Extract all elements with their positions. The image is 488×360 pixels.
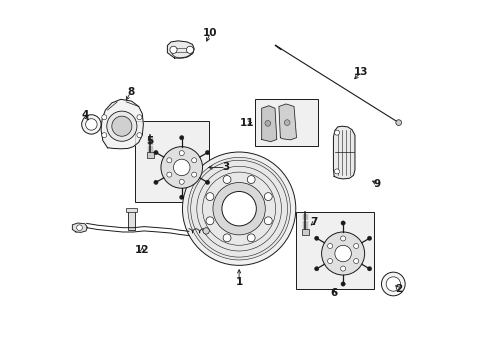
Circle shape: [314, 267, 318, 271]
Polygon shape: [261, 106, 276, 141]
Bar: [296, 212, 373, 289]
Circle shape: [340, 221, 345, 225]
Circle shape: [137, 115, 142, 120]
Circle shape: [205, 150, 209, 155]
Text: 10: 10: [203, 28, 217, 38]
Bar: [135, 121, 208, 202]
Circle shape: [386, 277, 400, 291]
Circle shape: [179, 150, 184, 156]
Bar: [126, 208, 137, 212]
Circle shape: [102, 132, 106, 138]
Circle shape: [77, 225, 82, 230]
Text: 5: 5: [146, 136, 154, 145]
Circle shape: [223, 176, 230, 184]
Circle shape: [353, 258, 358, 264]
Circle shape: [321, 232, 364, 275]
Circle shape: [81, 115, 101, 134]
Circle shape: [179, 195, 183, 199]
Circle shape: [381, 272, 405, 296]
Circle shape: [173, 159, 190, 176]
Circle shape: [340, 236, 345, 241]
Circle shape: [327, 243, 332, 248]
Circle shape: [205, 217, 213, 225]
Text: 1: 1: [235, 277, 242, 287]
Circle shape: [179, 179, 184, 184]
Circle shape: [85, 119, 97, 130]
Circle shape: [154, 180, 158, 184]
Bar: [146, 152, 153, 158]
Circle shape: [222, 192, 256, 226]
Circle shape: [264, 217, 272, 225]
Circle shape: [334, 245, 351, 262]
Circle shape: [353, 243, 358, 248]
Polygon shape: [333, 126, 354, 179]
Circle shape: [102, 115, 106, 120]
Circle shape: [179, 135, 183, 140]
Text: 4: 4: [81, 111, 88, 121]
Circle shape: [223, 234, 230, 242]
Circle shape: [366, 236, 371, 240]
Circle shape: [314, 236, 318, 240]
Circle shape: [191, 172, 196, 177]
Circle shape: [327, 258, 332, 264]
Circle shape: [106, 111, 137, 141]
Circle shape: [182, 152, 295, 265]
Circle shape: [205, 193, 213, 201]
Text: 12: 12: [135, 245, 149, 255]
Circle shape: [112, 116, 132, 136]
Circle shape: [166, 172, 171, 177]
Bar: [301, 229, 308, 235]
Circle shape: [334, 130, 339, 135]
Circle shape: [247, 234, 255, 242]
Circle shape: [205, 180, 209, 184]
Circle shape: [284, 120, 289, 126]
Text: 7: 7: [310, 217, 318, 227]
Circle shape: [366, 267, 371, 271]
Polygon shape: [72, 223, 87, 232]
Circle shape: [340, 282, 345, 286]
Circle shape: [137, 132, 142, 138]
Circle shape: [264, 193, 272, 201]
Text: 3: 3: [222, 162, 229, 172]
Circle shape: [212, 183, 265, 235]
Polygon shape: [101, 99, 143, 149]
Bar: [128, 211, 135, 230]
Circle shape: [247, 176, 255, 184]
Text: 11: 11: [240, 118, 254, 128]
Circle shape: [187, 157, 290, 260]
Circle shape: [395, 120, 401, 126]
Circle shape: [334, 169, 339, 174]
Bar: [255, 99, 317, 146]
Polygon shape: [278, 104, 296, 140]
Text: 13: 13: [353, 67, 367, 77]
Text: 9: 9: [373, 179, 380, 189]
Circle shape: [186, 46, 193, 53]
Circle shape: [169, 46, 177, 53]
Circle shape: [340, 266, 345, 271]
Text: 6: 6: [330, 288, 337, 298]
Text: 8: 8: [127, 87, 134, 97]
Circle shape: [264, 121, 270, 126]
Circle shape: [203, 228, 209, 234]
Circle shape: [161, 147, 202, 188]
Polygon shape: [167, 41, 194, 58]
Text: 2: 2: [394, 284, 402, 294]
Circle shape: [154, 150, 158, 155]
Circle shape: [166, 158, 171, 163]
Circle shape: [191, 158, 196, 163]
